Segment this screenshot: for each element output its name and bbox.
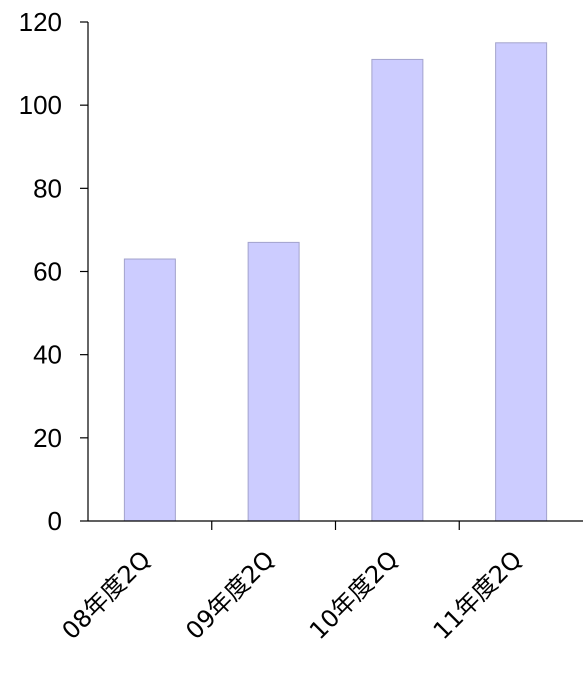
bar-11年度2Q <box>495 42 548 522</box>
x-axis-labels: 08年度2Q 09年度2Q 10年度2Q 11年度2Q <box>57 545 528 644</box>
x-category-label: 09年度2Q <box>180 545 279 644</box>
bar-08年度2Q <box>123 258 176 522</box>
y-tick-label: 100 <box>19 90 62 120</box>
y-tick-label: 120 <box>19 7 62 37</box>
bar-10年度2Q <box>371 58 424 522</box>
y-tick-label: 80 <box>33 173 62 203</box>
y-tick-label: 20 <box>33 423 62 453</box>
x-category-label: 10年度2Q <box>304 545 403 644</box>
bar-09年度2Q <box>247 241 300 522</box>
y-tick-label: 40 <box>33 340 62 370</box>
x-category-label: 08年度2Q <box>57 545 156 644</box>
bars-layer <box>123 42 548 522</box>
y-tick-label: 60 <box>33 257 62 287</box>
y-axis-ticks: 0 20 40 60 80 100 120 <box>19 7 88 536</box>
y-tick-label: 0 <box>48 506 62 536</box>
x-category-label: 11年度2Q <box>428 545 527 644</box>
